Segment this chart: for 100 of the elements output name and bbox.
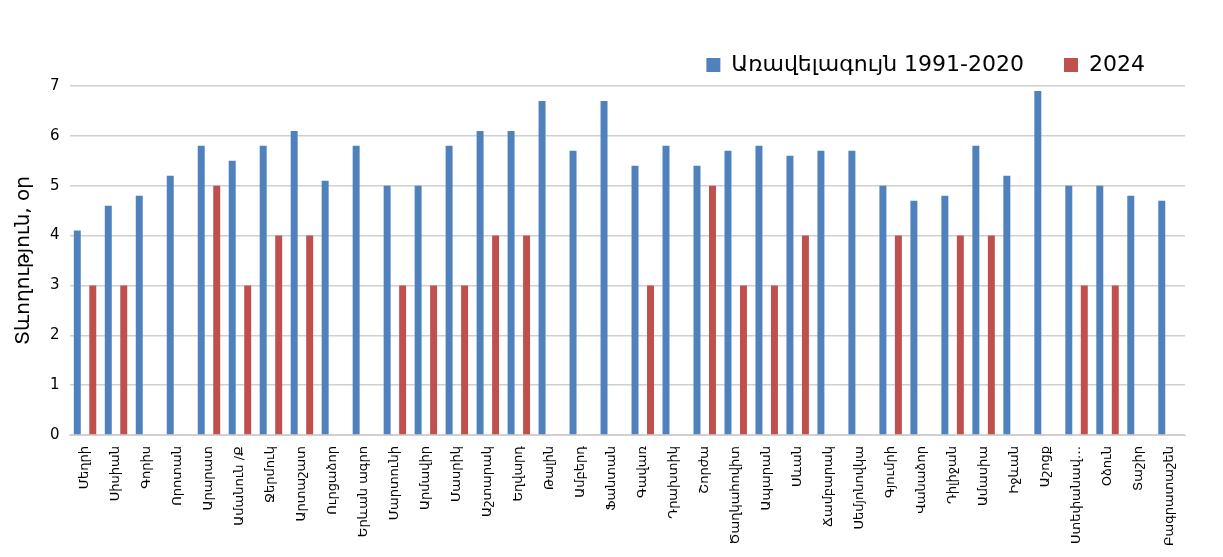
x-tick-label: Ծաղկահովիտ	[727, 446, 743, 545]
y-tick-label: 1	[50, 375, 60, 394]
bar	[290, 130, 298, 435]
x-tick-label: Արարատ	[200, 446, 216, 511]
x-tick-label: Գյումրի	[882, 446, 898, 499]
x-tick-label: Սեմյոնովկա	[851, 446, 867, 530]
bar	[538, 100, 546, 435]
x-tick-label: Գավառ	[634, 446, 650, 498]
bar	[120, 285, 128, 435]
bar	[430, 285, 438, 435]
bar	[1065, 185, 1073, 435]
y-tick-label: 3	[50, 275, 60, 294]
x-tick-label: Շորժա	[696, 446, 712, 494]
x-tick-label: Աշտարակ	[479, 446, 495, 517]
bar	[879, 185, 887, 435]
x-tick-label: Ճամբարակ	[820, 446, 836, 528]
bar	[894, 235, 902, 435]
bar	[708, 185, 716, 435]
bar	[600, 100, 608, 435]
bar	[724, 150, 732, 435]
bar	[445, 145, 453, 435]
x-tick-label: Եղվարդ	[510, 445, 526, 502]
bar	[631, 165, 639, 435]
bar	[523, 235, 531, 435]
bar	[848, 150, 856, 435]
x-tick-label: Երևան ագրո	[355, 446, 371, 538]
x-tick-label: Մեղրի	[76, 446, 92, 490]
bar	[461, 285, 469, 435]
x-tick-label: Արտաշատ	[293, 446, 309, 522]
bar	[244, 285, 252, 435]
bar	[213, 185, 221, 435]
x-tick-label: Վանաձոր	[913, 446, 928, 514]
bar	[228, 160, 236, 435]
x-tick-label: Աշոցք	[1036, 446, 1052, 488]
x-tick-label: Ապարան	[758, 446, 774, 511]
bar	[73, 230, 81, 435]
bar	[739, 285, 747, 435]
bar	[135, 195, 143, 435]
bar	[259, 145, 267, 435]
x-tick-label: Դրախտիկ	[665, 446, 681, 519]
bar	[956, 235, 964, 435]
y-tick-label: 4	[50, 225, 60, 244]
y-tick-label: 7	[50, 75, 60, 94]
bar	[1158, 200, 1166, 435]
bar	[770, 285, 778, 435]
x-tick-label: Ամանուն /Ք	[231, 446, 247, 526]
x-tick-label: Մարտունի	[386, 446, 402, 521]
bar	[1034, 90, 1042, 435]
x-tick-label: Արմավիր	[417, 446, 433, 510]
bar	[910, 200, 918, 435]
x-tick-label: Ուրցաձոր	[324, 446, 340, 515]
x-tick-label: Բագրատաշեն	[1160, 446, 1176, 547]
y-tick-label: 0	[50, 424, 60, 443]
bar	[399, 285, 407, 435]
bar	[786, 155, 794, 435]
x-tick-label: Սևան	[789, 446, 805, 488]
x-tick-label: Դիլիջան	[943, 446, 959, 505]
bar	[321, 180, 329, 435]
bar	[352, 145, 360, 435]
x-tick-label: Ֆանտան	[603, 446, 619, 511]
bar	[1111, 285, 1119, 435]
bar	[1080, 285, 1088, 435]
bar	[197, 145, 205, 435]
x-tick-label: Ջերմուկ	[262, 446, 278, 503]
legend-label: Առավելագույն 1991-2020	[731, 50, 1025, 76]
y-tick-label: 2	[50, 325, 60, 344]
y-tick-label: 5	[50, 175, 60, 194]
bar	[647, 285, 654, 435]
bar	[987, 235, 995, 435]
x-tick-label: Որոտան	[169, 446, 185, 506]
bar	[972, 145, 980, 435]
x-tick-label: Իջևան	[1005, 446, 1021, 494]
bar	[801, 235, 809, 435]
bar	[476, 130, 484, 435]
bar	[166, 175, 174, 435]
x-tick-label: Ամասիա	[974, 446, 990, 507]
bar	[817, 150, 825, 435]
bar	[414, 185, 422, 435]
bar	[492, 235, 500, 435]
bar	[104, 205, 112, 435]
bar	[507, 130, 515, 435]
bar	[89, 285, 97, 435]
bar	[275, 235, 283, 435]
x-tick-label: Ամբերդ	[572, 445, 588, 498]
x-tick-label: Տաշիր	[1129, 446, 1145, 491]
bar	[1003, 175, 1011, 435]
y-tick-label: 6	[50, 125, 60, 144]
x-tick-label: Ստեփանավ…	[1067, 446, 1083, 544]
bar	[383, 185, 391, 435]
y-axis-title: Տևողություն, օր	[10, 176, 35, 345]
bar	[306, 235, 314, 435]
x-tick-label: Օձուն	[1098, 446, 1114, 487]
x-tick-label: Մասրիկ	[448, 446, 464, 503]
x-tick-label: Սիսիան	[107, 446, 123, 502]
bar	[755, 145, 763, 435]
legend-label: 2024	[1089, 50, 1146, 76]
x-tick-label: Գորիս	[138, 446, 154, 489]
bar	[1096, 185, 1104, 435]
bar	[1127, 195, 1135, 435]
bar	[569, 150, 577, 435]
